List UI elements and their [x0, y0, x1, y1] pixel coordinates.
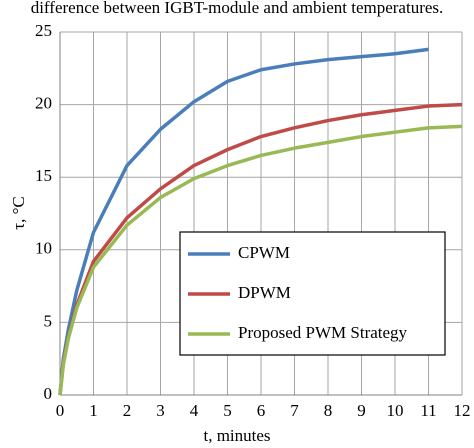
- y-tick-label: 25: [35, 21, 52, 40]
- legend-label: Proposed PWM Strategy: [238, 323, 408, 342]
- x-tick-label: 9: [357, 401, 366, 420]
- series-line: [58, 47, 429, 396]
- x-tick-label: 7: [290, 401, 299, 420]
- chart-title: difference between IGBT-module and ambie…: [31, 0, 444, 17]
- x-tick-label: 10: [387, 401, 404, 420]
- y-tick-label: 10: [35, 239, 52, 258]
- y-axis-label: τ, °C: [9, 196, 28, 229]
- legend-label: DPWM: [238, 283, 291, 302]
- x-tick-label: 5: [223, 401, 232, 420]
- x-tick-label: 0: [56, 401, 65, 420]
- y-tick-label: 20: [35, 94, 52, 113]
- x-tick-label: 12: [454, 401, 471, 420]
- legend-label: CPWM: [238, 243, 290, 262]
- y-tick-label: 15: [35, 166, 52, 185]
- x-tick-label: 3: [156, 401, 165, 420]
- x-tick-label: 8: [324, 401, 333, 420]
- y-tick-label: 5: [44, 311, 53, 330]
- x-tick-label: 4: [190, 401, 199, 420]
- x-tick-label: 2: [123, 401, 132, 420]
- y-tick-label: 0: [44, 384, 53, 403]
- x-axis-label: t, minutes: [203, 426, 270, 445]
- x-tick-label: 11: [420, 401, 436, 420]
- x-tick-label: 6: [257, 401, 266, 420]
- series-line: [58, 124, 463, 396]
- legend: CPWM DPWM Proposed PWM Strategy: [179, 231, 446, 356]
- x-tick-label: 1: [89, 401, 98, 420]
